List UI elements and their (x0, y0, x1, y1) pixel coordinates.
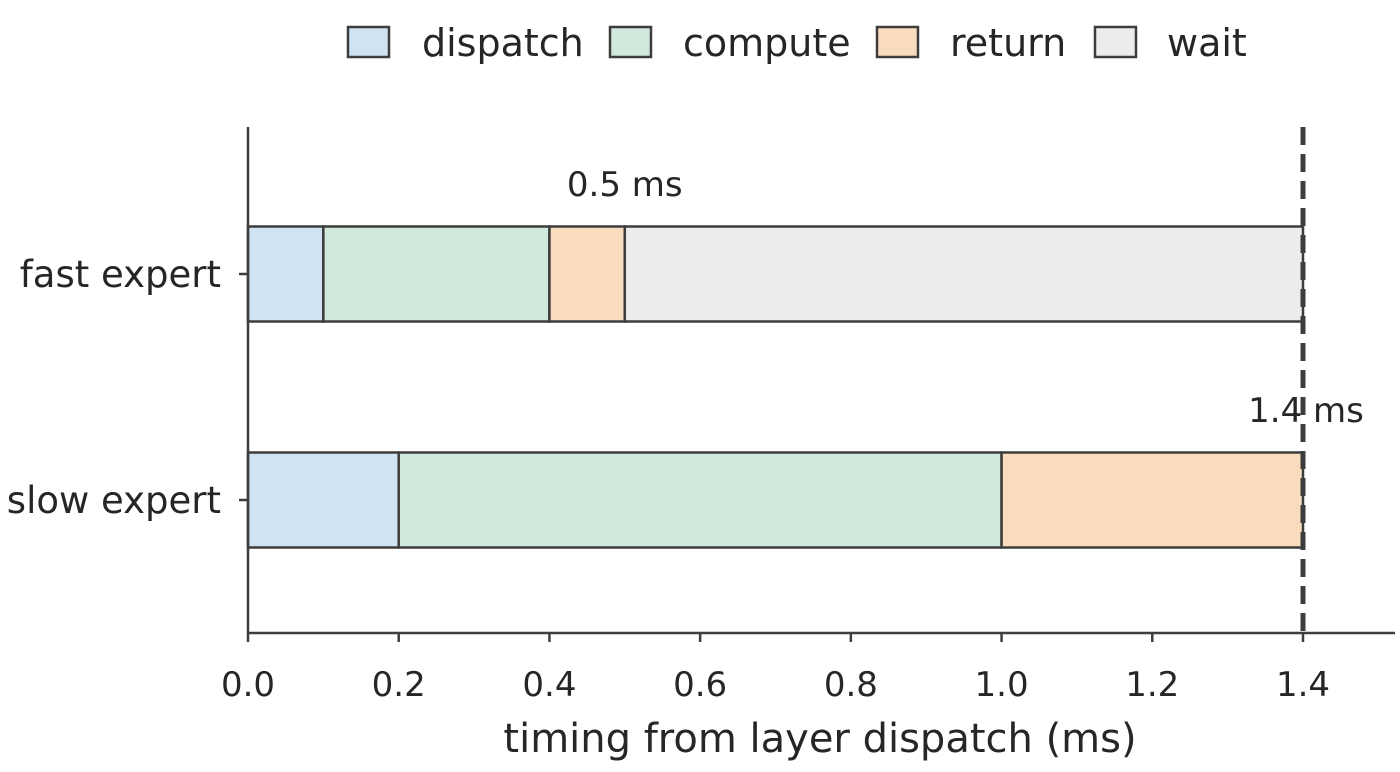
legend-label-compute: compute (683, 21, 851, 65)
bar-slow-expert-return (1000, 451, 1305, 549)
category-label-slow-expert: slow expert (7, 479, 221, 522)
x-tick-label: 0.8 (824, 665, 878, 705)
x-tick-label: 1.4 (1276, 665, 1330, 705)
x-tick-label: 1.0 (975, 665, 1029, 705)
bar-fast-expert-compute (322, 225, 551, 323)
legend-label-dispatch: dispatch (422, 21, 584, 65)
bar-fast-expert-return (548, 225, 627, 323)
bar-fast-expert-wait (623, 225, 1305, 323)
x-tick-label: 0.2 (372, 665, 426, 705)
legend-swatch-dispatch (346, 25, 391, 59)
legend-label-wait: wait (1167, 21, 1247, 65)
bars (246, 225, 1305, 549)
annotation-0-5-ms: 0.5 ms (567, 165, 683, 205)
annotations: 0.5 ms 1.4 ms (567, 127, 1364, 633)
legend: dispatch compute return wait (346, 21, 1247, 65)
annotation-1-4-ms: 1.4 ms (1248, 391, 1364, 431)
bar-slow-expert-dispatch (246, 451, 400, 549)
x-tick-label: 1.2 (1125, 665, 1179, 705)
x-tick-label: 0.4 (522, 665, 576, 705)
bar-slow-expert-compute (397, 451, 1003, 549)
category-label-fast-expert: fast expert (20, 253, 221, 296)
legend-label-return: return (950, 21, 1066, 65)
x-tick-label: 0.6 (673, 665, 727, 705)
bar-fast-expert-dispatch (246, 225, 325, 323)
legend-swatch-compute (608, 25, 653, 59)
x-tick-label: 0.0 (221, 665, 275, 705)
legend-swatch-return (875, 25, 920, 59)
axes: 0.0 0.2 0.4 0.6 0.8 1.0 1.2 1.4 fast expert slow … (7, 127, 1395, 705)
x-axis-title: timing from layer dispatch (ms) (503, 716, 1136, 762)
legend-swatch-wait (1093, 25, 1138, 59)
